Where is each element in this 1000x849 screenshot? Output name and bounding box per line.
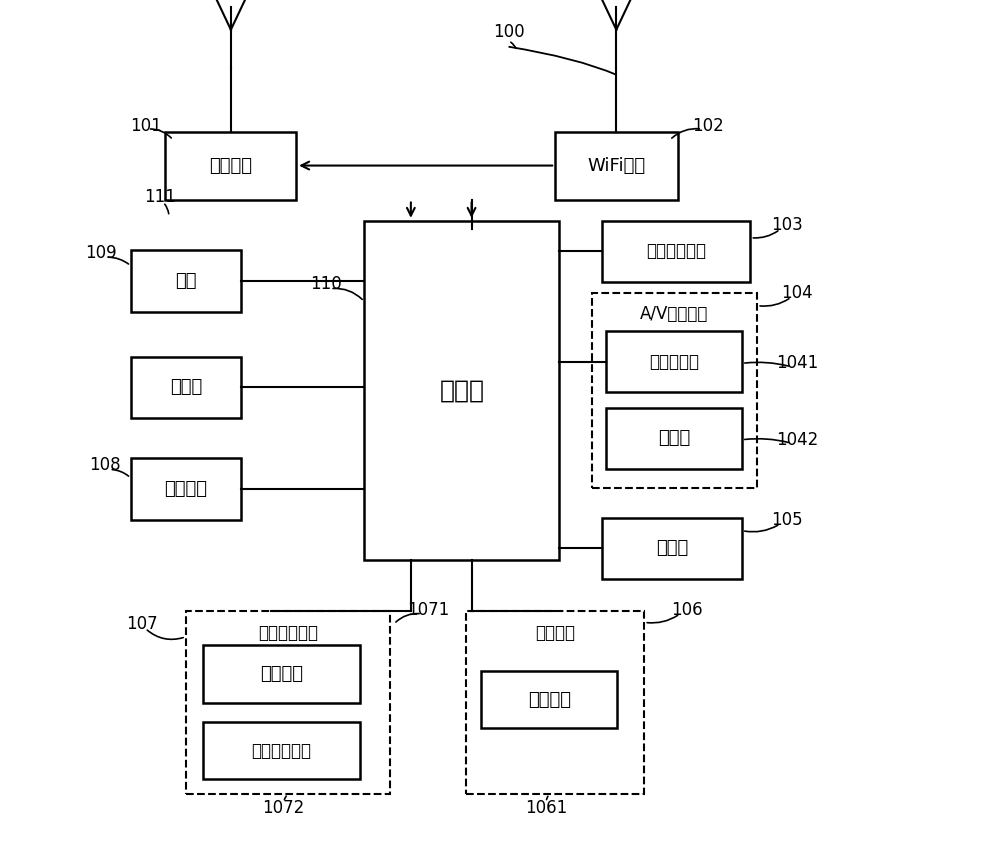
Text: 104: 104 [781,284,813,302]
Text: 111: 111 [144,188,176,206]
Text: 1042: 1042 [776,430,818,449]
FancyArrowPatch shape [150,129,171,138]
Text: 103: 103 [771,216,803,234]
FancyArrowPatch shape [147,630,183,639]
Text: 接口单元: 接口单元 [164,480,207,498]
Bar [602,518,742,579]
Bar [466,611,644,794]
Text: 图形处理器: 图形处理器 [649,352,699,371]
Bar [592,293,757,488]
Text: 其他输入设备: 其他输入设备 [251,741,311,760]
Text: 电源: 电源 [175,272,197,290]
Text: 109: 109 [85,244,117,262]
Text: 处理器: 处理器 [439,379,484,402]
FancyArrowPatch shape [672,129,699,138]
FancyArrowPatch shape [753,231,778,238]
FancyArrowPatch shape [647,616,678,623]
Text: 101: 101 [130,116,162,135]
Text: 110: 110 [310,275,342,294]
Text: 触控面板: 触控面板 [260,665,303,683]
Text: 1041: 1041 [776,354,818,373]
Bar [165,132,296,200]
Bar [186,611,390,794]
Text: 105: 105 [771,510,803,529]
Text: 1072: 1072 [262,799,305,818]
Bar [131,458,241,520]
FancyArrowPatch shape [745,439,789,442]
Text: 用户输入单元: 用户输入单元 [258,623,318,642]
Bar [606,331,742,392]
Bar [606,408,742,469]
Text: 传感器: 传感器 [656,539,688,558]
FancyArrowPatch shape [745,363,789,366]
Text: 存储器: 存储器 [170,378,202,396]
Text: 1061: 1061 [525,799,567,818]
Bar [364,221,559,560]
Text: WiFi模块: WiFi模块 [588,156,646,175]
FancyArrowPatch shape [112,469,129,476]
FancyArrowPatch shape [333,289,362,300]
FancyArrowPatch shape [165,204,169,214]
Bar [481,671,617,728]
Bar [131,250,241,312]
Text: 102: 102 [692,116,724,135]
Text: 射频单元: 射频单元 [209,156,252,175]
FancyArrowPatch shape [760,299,789,306]
Bar [203,722,360,779]
Text: 100: 100 [493,23,524,42]
FancyArrowPatch shape [745,526,778,531]
Text: 106: 106 [671,600,703,619]
FancyArrowPatch shape [547,796,548,800]
Text: A/V输入单元: A/V输入单元 [640,305,709,323]
Bar [131,357,241,418]
Text: 显示面板: 显示面板 [528,690,571,709]
Text: 1071: 1071 [407,600,449,619]
Text: 麦克风: 麦克风 [658,429,690,447]
FancyArrowPatch shape [284,796,286,800]
FancyArrowPatch shape [511,42,516,48]
Bar [203,645,360,703]
Text: 107: 107 [126,615,158,633]
Text: 显示单元: 显示单元 [535,623,575,642]
FancyArrowPatch shape [396,614,419,622]
Bar [602,221,750,282]
Text: 音频输出单元: 音频输出单元 [646,242,706,261]
FancyArrowPatch shape [108,257,129,264]
Text: 108: 108 [89,456,121,475]
Bar [555,132,678,200]
